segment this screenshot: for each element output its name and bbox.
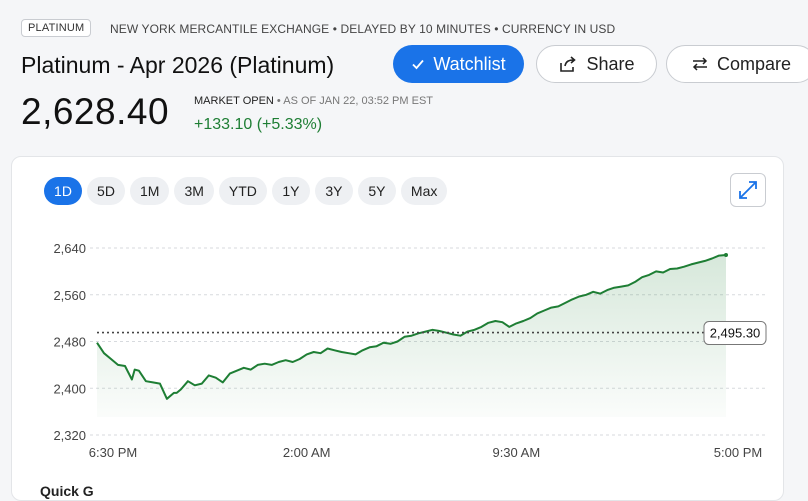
symbol-tag: PLATINUM xyxy=(21,19,92,37)
range-button-5y[interactable]: 5Y xyxy=(357,177,396,205)
range-button-max[interactable]: Max xyxy=(400,177,448,205)
price-change: +133.10 (+5.33%) xyxy=(194,116,323,133)
previous-close-badge xyxy=(703,321,767,346)
range-button-3m[interactable]: 3M xyxy=(174,177,214,205)
share-button[interactable]: Share xyxy=(536,45,657,83)
watchlist-button[interactable]: Watchlist xyxy=(393,45,524,83)
x-tick-label: 9:30 AM xyxy=(492,445,540,460)
x-tick-label: 5:00 PM xyxy=(714,445,762,460)
compare-button[interactable]: Compare xyxy=(666,45,808,83)
compare-label: Compare xyxy=(716,53,792,74)
range-button-ytd[interactable]: YTD xyxy=(218,177,267,205)
range-button-1y[interactable]: 1Y xyxy=(271,177,310,205)
previous-close-label: 2,495.30 xyxy=(710,326,761,341)
checkmark-icon xyxy=(412,59,425,70)
price-line xyxy=(96,254,727,400)
swap-arrows-icon xyxy=(692,57,708,71)
page-title: Platinum - Apr 2026 (Platinum) xyxy=(21,52,335,78)
market-open-label: MARKET OPEN xyxy=(194,95,274,107)
range-button-1m[interactable]: 1M xyxy=(130,177,170,205)
share-icon xyxy=(560,56,577,72)
expand-icon xyxy=(739,181,757,199)
watchlist-label: Watchlist xyxy=(433,53,506,74)
x-tick-label: 6:30 PM xyxy=(89,445,137,460)
y-tick-label: 2,320 xyxy=(53,428,86,443)
as-of-timestamp: • AS OF JAN 22, 03:52 PM EST xyxy=(273,95,434,107)
y-tick-label: 2,480 xyxy=(53,335,86,350)
share-label: Share xyxy=(586,53,635,74)
x-tick-label: 2:00 AM xyxy=(283,445,331,460)
range-button-3y[interactable]: 3Y xyxy=(314,177,353,205)
range-button-1d[interactable]: 1D xyxy=(44,177,82,205)
y-tick-label: 2,560 xyxy=(53,288,86,303)
expand-chart-button[interactable] xyxy=(730,173,766,207)
y-tick-label: 2,640 xyxy=(53,241,86,256)
range-selector: 1D 5D 1M 3M YTD 1Y 3Y 5Y Max xyxy=(44,177,448,205)
last-price-point xyxy=(724,253,728,258)
y-tick-label: 2,400 xyxy=(53,381,86,396)
market-status: MARKET OPEN • AS OF JAN 22, 03:52 PM EST xyxy=(194,95,433,107)
quick-section-heading: Quick G xyxy=(40,483,94,499)
range-button-5d[interactable]: 5D xyxy=(87,177,125,205)
current-price: 2,628.40 xyxy=(21,91,170,132)
exchange-meta: NEW YORK MERCANTILE EXCHANGE • DELAYED B… xyxy=(110,22,616,36)
